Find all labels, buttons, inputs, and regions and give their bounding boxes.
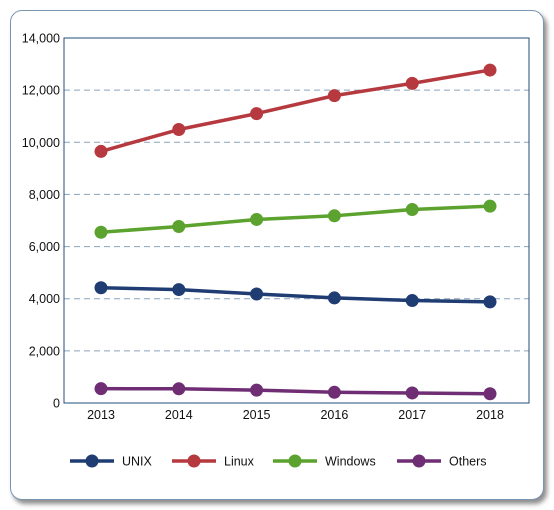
series-group [94, 63, 497, 401]
legend-label: UNIX [122, 455, 153, 469]
series-unix [94, 281, 497, 309]
chart-frame [10, 10, 544, 500]
legend: UNIX Linux Windows Others [70, 454, 487, 469]
data-point [327, 291, 341, 305]
data-point [405, 294, 419, 308]
data-point [250, 383, 264, 397]
series-line [100, 204, 491, 234]
data-point [94, 382, 108, 396]
x-tick-label: 2015 [243, 408, 271, 422]
data-point [250, 107, 264, 121]
legend-item-windows: Windows [273, 454, 376, 469]
x-tick-label: 2014 [165, 408, 193, 422]
legend-item-linux: Linux [172, 454, 255, 469]
legend-label: Windows [325, 455, 376, 469]
data-point [327, 89, 341, 103]
data-point [327, 209, 341, 223]
y-tick-label: 0 [53, 397, 60, 411]
data-point [172, 283, 186, 297]
x-tick-label: 2018 [476, 408, 504, 422]
legend-item-others: Others [397, 454, 487, 469]
data-point [172, 219, 186, 233]
data-point [483, 63, 497, 77]
y-tick-label: 6,000 [29, 240, 60, 254]
x-tick-label: 2017 [398, 408, 426, 422]
series-line [100, 286, 491, 304]
data-point [405, 386, 419, 400]
data-point [405, 203, 419, 217]
series-linux [94, 63, 497, 158]
grid-lines [64, 89, 529, 352]
y-tick-label: 8,000 [29, 188, 60, 202]
data-point [483, 199, 497, 213]
series-line [100, 68, 491, 154]
x-tick-label: 2013 [87, 408, 115, 422]
y-axis-ticks: 0 2,000 4,000 6,000 8,000 10,000 12,000 14,000 [22, 32, 60, 411]
data-point [405, 76, 419, 90]
data-point [94, 144, 108, 158]
series-windows [94, 199, 497, 239]
legend-label: Others [449, 455, 487, 469]
y-tick-label: 14,000 [22, 32, 60, 46]
legend-label: Linux [224, 455, 255, 469]
data-point [250, 287, 264, 301]
legend-swatch-marker [85, 454, 99, 468]
plot-area-border [63, 37, 530, 404]
x-axis-ticks: 2013 2014 2015 2016 2017 2018 [87, 408, 504, 422]
x-tick-label: 2016 [320, 408, 348, 422]
data-point [483, 387, 497, 401]
data-point [250, 212, 264, 226]
y-tick-label: 10,000 [22, 136, 60, 150]
y-tick-label: 12,000 [22, 84, 60, 98]
legend-swatch-marker [288, 454, 302, 468]
data-point [172, 382, 186, 396]
data-point [327, 385, 341, 399]
data-point [172, 123, 186, 137]
y-tick-label: 2,000 [29, 344, 60, 358]
legend-swatch-marker [187, 454, 201, 468]
series-line [100, 386, 491, 396]
data-point [483, 295, 497, 309]
y-tick-label: 4,000 [29, 292, 60, 306]
legend-item-unix: UNIX [70, 454, 153, 469]
data-point [94, 281, 108, 295]
series-others [94, 382, 497, 401]
legend-swatch-marker [412, 454, 426, 468]
data-point [94, 225, 108, 239]
